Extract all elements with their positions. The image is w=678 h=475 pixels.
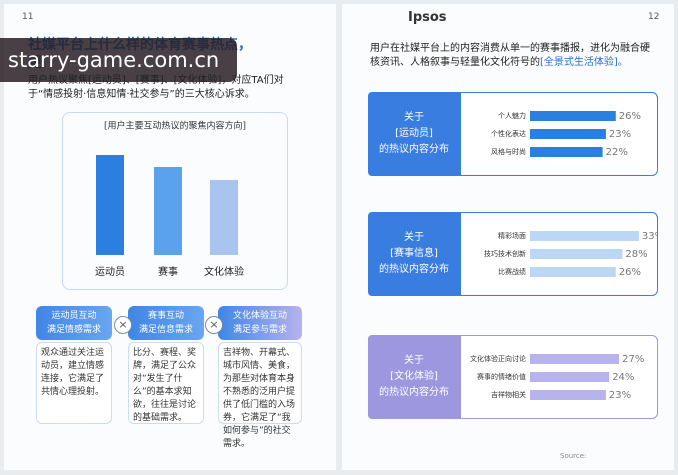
intro: 用户热议聚焦[运动员]、[赛事]、[文化体验]，对应TA们对于“情感投射·信息知… [28, 75, 284, 100]
card-subheading: 满足信息需求 [138, 325, 193, 335]
watermark: starry-game.com.cn [0, 38, 237, 82]
category-label: 文化体验正向讨论 [470, 354, 526, 363]
chart-frame [62, 112, 288, 290]
panel-label-line: 的热议内容分布 [379, 144, 449, 155]
card-subheading: 满足情感需求 [46, 325, 101, 335]
panel-label-line: 关于 [404, 112, 424, 123]
bar [530, 372, 610, 382]
page-number: 11 [22, 12, 34, 22]
value-label: 33% [642, 231, 658, 242]
card-body: 观众通过关注运动员，建立情感连接，它满足了共情心理投射。 [36, 342, 112, 424]
value-label: 27% [622, 354, 644, 365]
x-tick-label: 赛事 [158, 265, 178, 278]
card-heading: 赛事互动 [147, 311, 184, 321]
chart: 精彩场面 33% 技巧技术创新 28% 比赛战绩 26% [484, 231, 658, 278]
panel-label-line: 的热议内容分布 [379, 264, 449, 275]
cross-icon: × [205, 316, 223, 334]
card-subheading: 满足参与需求 [232, 325, 287, 335]
logo: Ipsos [408, 10, 447, 25]
value-label: 23% [609, 390, 631, 401]
panel-label: 关于 [赛事信息] 的热议内容分布 [368, 212, 460, 296]
bar [530, 111, 616, 121]
panel-label-line: 关于 [404, 232, 424, 243]
source: Source: [560, 452, 587, 460]
bar [210, 180, 238, 255]
card-header: 文化体验互动 满足参与需求 [218, 306, 302, 340]
category-label: 赛事的情绪价值 [477, 372, 526, 381]
x-tick-label: 文化体验 [204, 265, 244, 278]
category-label: 比赛战绩 [498, 267, 526, 276]
card-header: 赛事互动满足信息需求 [128, 306, 204, 340]
bar [530, 249, 623, 259]
card-body: 吉祥物、开幕式、城市风情、美食，为那些对体育本身不熟悉的泛用户提供了低门槛的入场… [218, 342, 302, 449]
panel-label-line: [赛事信息] [390, 248, 438, 259]
bar [530, 129, 606, 139]
panel-label-line: 关于 [404, 355, 424, 366]
page-number: 12 [648, 12, 660, 22]
value-label: 23% [609, 129, 631, 140]
bar [530, 390, 606, 400]
value-label: 28% [625, 249, 647, 260]
chart-title: [用户主要互动热议的聚焦内容方向] [104, 120, 246, 132]
bar [530, 354, 620, 364]
category-label: 技巧技术创新 [484, 249, 526, 258]
chart: 个人魅力 26% 个性化表达 23% 风格与时尚 22% [491, 111, 641, 158]
highlight: [全景式生活体验]。 [540, 57, 628, 68]
category-label: 风格与时尚 [491, 147, 526, 156]
bar [530, 147, 603, 157]
card-header: 运动员互动满足情感需求 [36, 306, 112, 340]
cross-icon: × [114, 316, 132, 334]
category-label: 精彩场面 [498, 231, 526, 240]
bar [530, 267, 616, 277]
panel-label-line: [文化体验] [390, 371, 438, 382]
bar [530, 231, 639, 241]
category-label: 个人魅力 [498, 111, 526, 120]
x-tick-label: 运动员 [95, 266, 125, 278]
category-label: 吉祥物相关 [491, 390, 526, 399]
card-heading: 运动员互动 [51, 311, 97, 321]
chart: 文化体验正向讨论 27% 赛事的情绪价值 24% 吉祥物相关 23% [470, 354, 644, 401]
card-heading: 文化体验互动 [232, 311, 287, 321]
panel-label-line: [运动员] [395, 128, 433, 139]
value-label: 24% [612, 372, 634, 383]
intro-text: 用户在社媒平台上的内容消费从单一的赛事播报，进化为融合硬核资讯、人格叙事与轻量化… [370, 43, 650, 68]
chart: [用户主要互动热议的聚焦内容方向] 运动员 赛事 文化体验 [95, 120, 246, 279]
value-label: 22% [606, 147, 628, 158]
bar [96, 155, 124, 255]
panel-label-line: 的热议内容分布 [379, 387, 449, 398]
category-label: 个性化表达 [491, 129, 526, 138]
value-label: 26% [619, 267, 641, 278]
panel-label: 关于 [运动员] 的热议内容分布 [368, 92, 460, 176]
panel-label: 关于 [文化体验] 的热议内容分布 [368, 335, 460, 419]
card-body: 比分、赛程、奖牌，满足了公众对“发生了什么”的基本求知欲，往往是讨论的基础需求。 [128, 342, 204, 424]
bar [154, 167, 182, 255]
value-label: 26% [619, 111, 641, 122]
intro: 用户在社媒平台上的内容消费从单一的赛事播报，进化为融合硬核资讯、人格叙事与轻量化… [370, 42, 650, 70]
